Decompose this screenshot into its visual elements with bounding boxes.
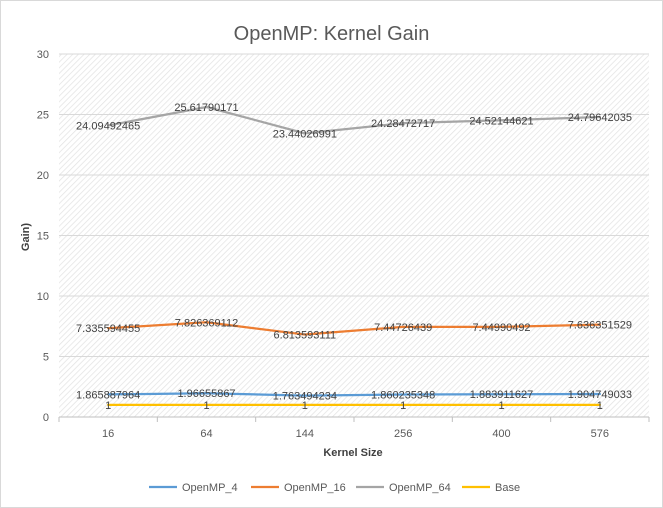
legend-label: Base xyxy=(495,482,520,494)
y-tick-label: 30 xyxy=(37,49,49,61)
series-line-openmp-4 xyxy=(107,392,601,397)
data-label: 1.865887964 xyxy=(76,389,140,401)
data-label: 1 xyxy=(302,400,308,412)
y-tick-label: 20 xyxy=(37,170,49,182)
data-label: 1.96655867 xyxy=(177,388,235,400)
data-label: 1 xyxy=(203,400,209,412)
legend-label: OpenMP_16 xyxy=(284,482,346,494)
data-label: 24.28472717 xyxy=(371,118,435,130)
data-label: 23.44026991 xyxy=(273,128,337,140)
data-label: 6.813593111 xyxy=(274,330,337,342)
data-label: 1.763494234 xyxy=(273,391,337,403)
data-label: 1.883911627 xyxy=(470,389,533,401)
data-label: 1 xyxy=(105,400,111,412)
y-axis-title: Gain) xyxy=(20,223,32,251)
data-label: 7.826369112 xyxy=(175,317,238,329)
data-label: 24.79642035 xyxy=(568,112,632,124)
data-label: 7.335594455 xyxy=(76,323,140,335)
y-tick-label: 25 xyxy=(37,110,49,122)
legend-label: OpenMP_64 xyxy=(389,482,451,494)
legend-label: OpenMP_4 xyxy=(182,482,238,494)
data-label: 1.904749033 xyxy=(568,389,632,401)
series-line-openmp-16 xyxy=(107,321,601,336)
x-tick-label: 64 xyxy=(200,428,212,440)
x-tick-label: 16 xyxy=(102,428,114,440)
y-tick-label: 10 xyxy=(37,291,49,303)
x-tick-label: 576 xyxy=(591,428,609,440)
data-label: 7.44990492 xyxy=(472,322,530,334)
data-label: 24.09492465 xyxy=(76,120,140,132)
y-tick-label: 5 xyxy=(43,352,49,364)
x-tick-label: 144 xyxy=(296,428,314,440)
x-axis-title: Kernel Size xyxy=(323,447,382,459)
data-label: 7.44726439 xyxy=(374,322,432,334)
data-label: 25.61790171 xyxy=(174,102,238,114)
data-label: 1 xyxy=(400,400,406,412)
data-label: 1.860235348 xyxy=(371,389,435,401)
data-label: 1 xyxy=(498,400,504,412)
x-tick-label: 400 xyxy=(492,428,510,440)
data-label: 1 xyxy=(597,400,603,412)
y-tick-label: 0 xyxy=(43,412,49,424)
y-tick-label: 15 xyxy=(37,231,49,243)
data-label: 24.52144621 xyxy=(469,115,533,127)
x-tick-label: 256 xyxy=(394,428,412,440)
series-line-openmp-64 xyxy=(107,105,601,135)
data-label: 7.636351529 xyxy=(568,320,632,332)
chart-title: OpenMP: Kernel Gain xyxy=(233,23,430,45)
